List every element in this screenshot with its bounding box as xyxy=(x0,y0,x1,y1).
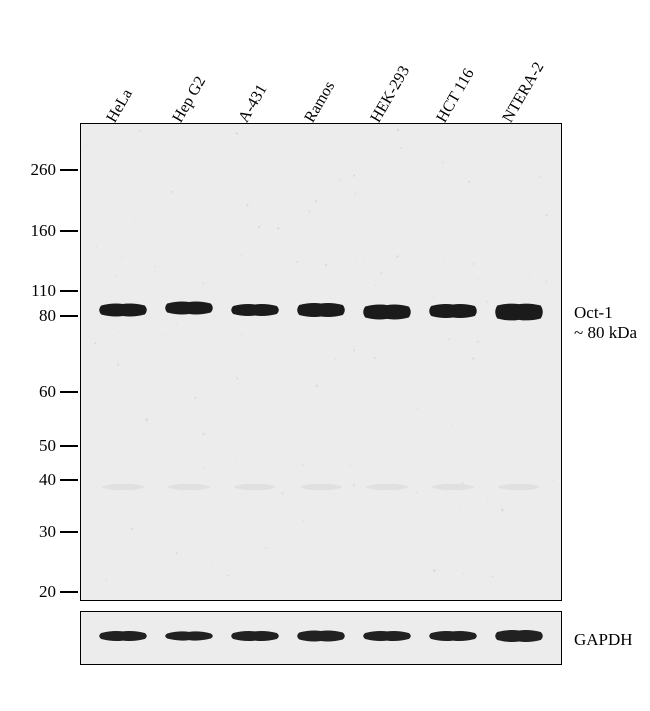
mw-tick-icon xyxy=(60,445,78,447)
sample-label: HEK-293 xyxy=(367,63,414,126)
mw-marker-label: 20 xyxy=(24,582,60,602)
mw-marker: 50 xyxy=(24,436,80,456)
target-mw-label: ~ 80 kDa xyxy=(574,323,637,343)
sample-label: NTERA-2 xyxy=(499,59,548,126)
sample-label: HeLa xyxy=(103,86,136,126)
mw-marker: 20 xyxy=(24,582,80,602)
mw-marker-label: 40 xyxy=(24,470,60,490)
mw-marker-label: 60 xyxy=(24,382,60,402)
mw-marker: 80 xyxy=(24,306,80,326)
mw-marker: 30 xyxy=(24,522,80,542)
mw-tick-icon xyxy=(60,531,78,533)
mw-marker-label: 50 xyxy=(24,436,60,456)
mw-tick-icon xyxy=(60,169,78,171)
sample-label: Hep G2 xyxy=(169,74,210,126)
mw-marker-label: 80 xyxy=(24,306,60,326)
mw-marker: 110 xyxy=(24,281,80,301)
main-blot-panel xyxy=(80,123,562,601)
mw-tick-icon xyxy=(60,315,78,317)
mw-tick-icon xyxy=(60,290,78,292)
target-protein-label: Oct-1 xyxy=(574,303,613,323)
mw-marker: 260 xyxy=(24,160,80,180)
mw-tick-icon xyxy=(60,230,78,232)
sample-label: Ramos xyxy=(301,79,339,126)
mw-marker: 60 xyxy=(24,382,80,402)
mw-marker-label: 110 xyxy=(24,281,60,301)
loading-control-label: GAPDH xyxy=(574,630,633,650)
mw-marker-label: 160 xyxy=(24,221,60,241)
mw-marker-label: 260 xyxy=(24,160,60,180)
figure-container: HeLa Hep G2 A-431 Ramos HEK-293 HCT 116 NTERA-… xyxy=(0,0,650,711)
mw-tick-icon xyxy=(60,591,78,593)
mw-tick-icon xyxy=(60,391,78,393)
mw-marker: 40 xyxy=(24,470,80,490)
mw-marker-label: 30 xyxy=(24,522,60,542)
mw-tick-icon xyxy=(60,479,78,481)
mw-marker: 160 xyxy=(24,221,80,241)
loading-blot-panel xyxy=(80,611,562,665)
sample-label: A-431 xyxy=(235,82,271,126)
sample-label: HCT 116 xyxy=(433,66,478,126)
